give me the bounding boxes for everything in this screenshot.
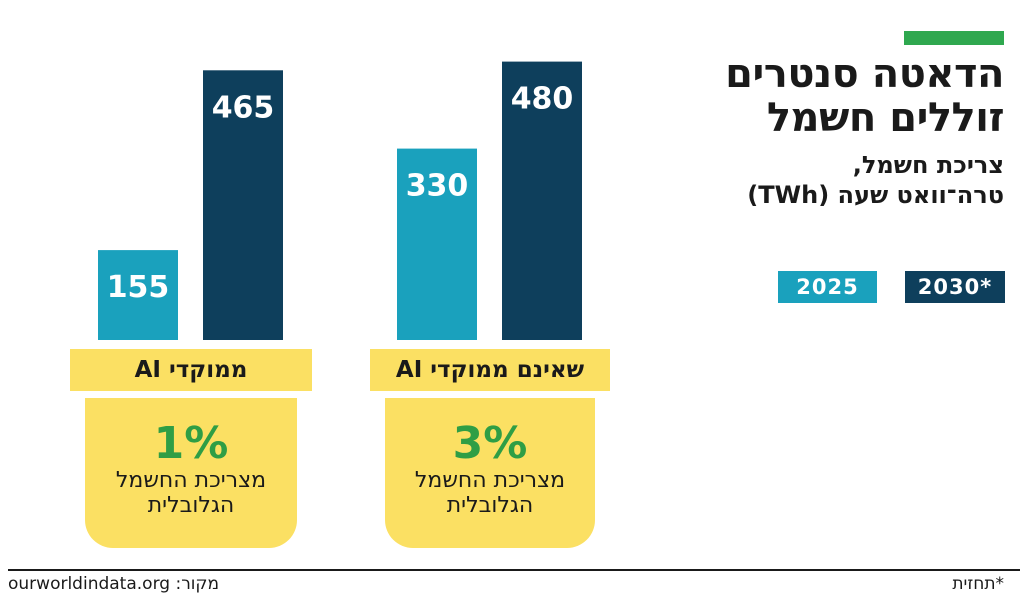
footer-divider — [8, 569, 1020, 571]
legend-item-2030: 2030* — [905, 271, 1005, 303]
share-text-ai-line-1: מצריכת החשמל — [115, 468, 267, 493]
subtitle-line-1: צריכת חשמל, — [852, 151, 1004, 179]
category-label-ai: ממוקדי AI — [70, 349, 312, 391]
title-line-2: זוללים חשמל — [766, 95, 1005, 141]
title-line-1: הדאטה סנטרים — [725, 51, 1004, 97]
bar-value-non-ai-2025: 330 — [406, 169, 469, 204]
accent-bar — [904, 31, 1004, 45]
bar-value-non-ai-2030: 480 — [511, 82, 574, 117]
chart-title: הדאטה סנטרים זוללים חשמל — [684, 52, 1004, 140]
share-percent-ai: 1% — [153, 418, 229, 469]
chart-subtitle: צריכת חשמל, טרה־וואט שעה (TWh) — [684, 150, 1004, 210]
bar-value-ai-2030: 465 — [212, 90, 275, 125]
legend-item-2025: 2025 — [778, 271, 877, 303]
share-text-non-ai-line-2: הגלובלית — [446, 493, 534, 518]
share-percent-non-ai: 3% — [452, 418, 528, 469]
bar-ai-2030 — [203, 70, 283, 341]
share-box-ai: 1% מצריכת החשמל הגלובלית — [85, 398, 297, 548]
bar-non-ai-2025 — [397, 148, 477, 340]
share-text-ai-line-2: הגלובלית — [147, 493, 235, 518]
category-label-non-ai: שאינם ממוקדי AI — [370, 349, 610, 391]
subtitle-line-2: טרה־וואט שעה (TWh) — [747, 181, 1004, 209]
bar-value-ai-2025: 155 — [107, 270, 170, 305]
forecast-note: *תחזית — [952, 574, 1004, 594]
bar-non-ai-2030 — [502, 61, 582, 340]
share-box-non-ai: 3% מצריכת החשמל הגלובלית — [385, 398, 595, 548]
bar-ai-2025 — [98, 250, 178, 340]
source-credit: מקור: ourworldindata.org — [8, 574, 220, 594]
share-text-non-ai-line-1: מצריכת החשמל — [414, 468, 566, 493]
